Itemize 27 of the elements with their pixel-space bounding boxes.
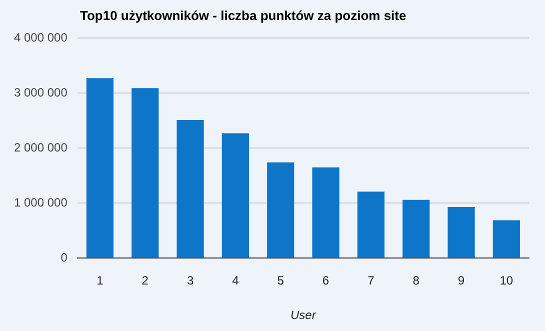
- x-tick-label: 8: [412, 274, 420, 288]
- x-axis-title: User: [290, 308, 317, 322]
- y-tick-label: 1 000 000: [14, 195, 68, 210]
- bar: [222, 133, 249, 258]
- x-tick-label: 1: [96, 274, 104, 288]
- y-tick-label: 0: [60, 250, 68, 265]
- bar: [267, 162, 294, 258]
- bar: [448, 207, 475, 258]
- x-tick-label: 4: [232, 274, 240, 288]
- x-tick-label: 6: [322, 274, 330, 288]
- y-tick-label: 3 000 000: [14, 85, 68, 100]
- bar: [402, 200, 430, 258]
- bar: [312, 167, 340, 258]
- bar: [86, 78, 114, 258]
- bar: [492, 220, 520, 258]
- x-tick-label: 2: [142, 274, 149, 288]
- x-tick-label: 7: [368, 274, 375, 288]
- x-tick-label: 5: [277, 274, 284, 288]
- chart-title: Top10 użytkowników - liczba punktów za poziom site: [80, 8, 406, 23]
- y-tick-label: 4 000 000: [14, 30, 68, 44]
- y-tick-label: 2 000 000: [14, 140, 68, 154]
- x-tick-label: 9: [458, 274, 465, 288]
- x-tick-label: 10: [500, 274, 514, 288]
- bar: [176, 120, 204, 258]
- bar: [132, 88, 159, 258]
- x-tick-label: 3: [186, 274, 194, 288]
- bar: [357, 192, 384, 258]
